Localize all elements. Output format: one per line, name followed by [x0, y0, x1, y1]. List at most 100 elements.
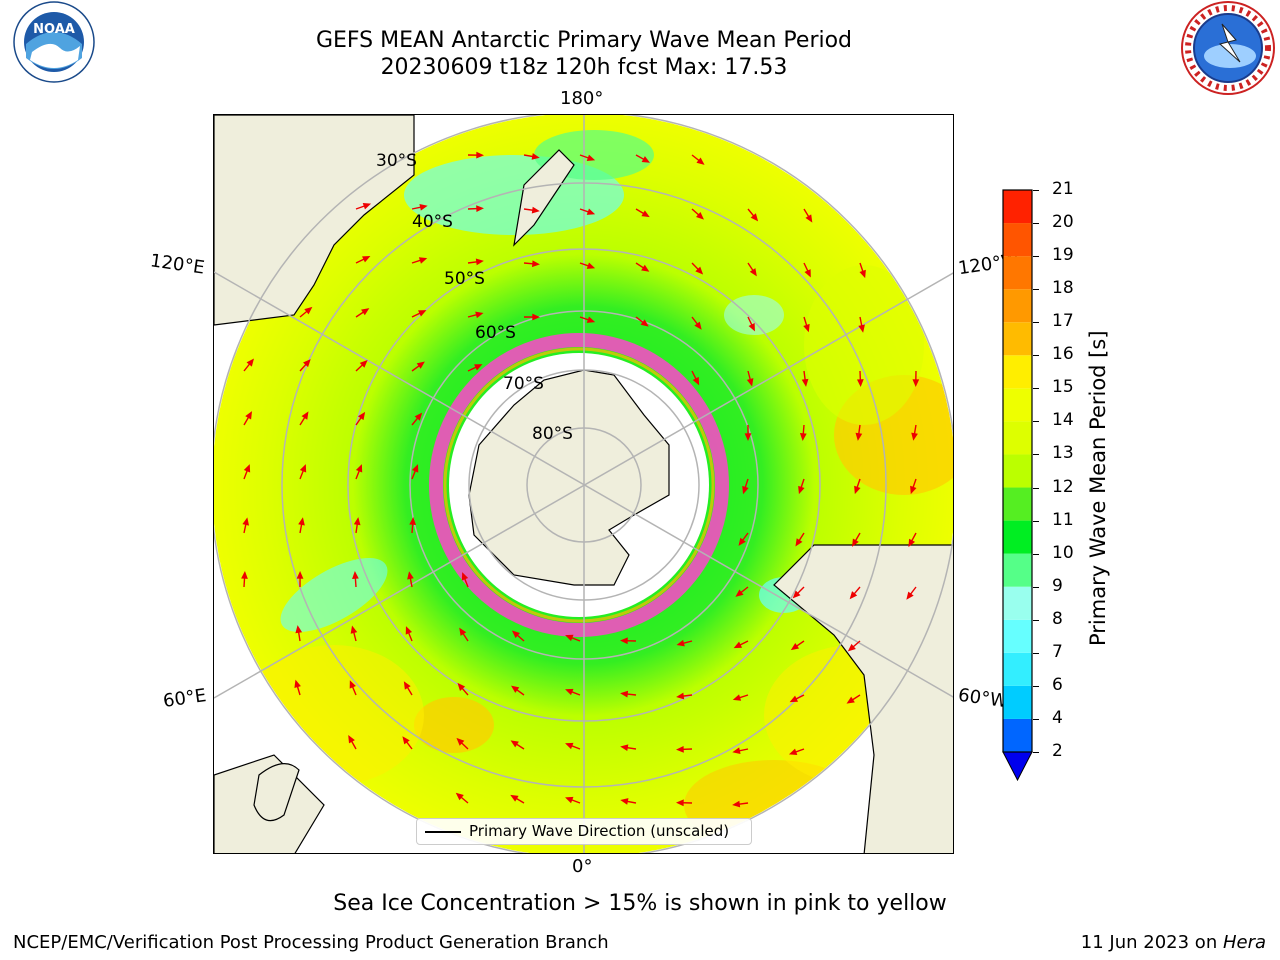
wave-arrow-head — [911, 432, 918, 441]
wave-arrow-head — [586, 316, 596, 323]
wave-arrow-head — [531, 153, 540, 160]
colorbar-level-8-9 — [1003, 586, 1032, 620]
colorbar-tick-mark — [1033, 487, 1039, 489]
colorbar-tick-label: 18 — [1052, 278, 1074, 299]
wave-arrow-head — [411, 464, 419, 473]
wave-arrow-head — [849, 591, 858, 600]
wave-arrow-head — [299, 464, 307, 473]
wave-arrow-head — [476, 151, 484, 159]
wave-arrow-head — [353, 517, 361, 526]
wave-arrow-head — [359, 360, 368, 368]
wave-arrow-head — [409, 517, 417, 525]
lat-label-70s: 70°S — [503, 374, 544, 394]
colorbar-tick-label: 8 — [1052, 608, 1063, 629]
colorbar-tick-label: 19 — [1052, 245, 1074, 266]
wave-arrow-head — [858, 324, 865, 333]
colorbar-tick-label: 16 — [1052, 344, 1074, 365]
wave-arrow-head — [620, 690, 629, 698]
colorbar-level-10-11 — [1003, 520, 1032, 554]
lat-label-30s: 30°S — [376, 151, 417, 171]
wave-arrow-head — [418, 310, 427, 317]
wave-arrow-head — [459, 627, 467, 636]
wave-arrow-head — [403, 681, 411, 690]
wave-arrow-head — [676, 799, 684, 807]
colorbar-tick-label: 9 — [1052, 575, 1063, 596]
wave-arrow-head — [357, 411, 366, 421]
colorbar-tick-mark — [1033, 322, 1039, 324]
wave-arrow-head — [803, 323, 810, 333]
wave-arrow-head — [586, 154, 596, 161]
colorbar-level-6-7 — [1003, 652, 1032, 686]
wave-arrow-head — [620, 798, 629, 805]
wave-arrow-head — [695, 211, 704, 220]
wave-arrow-head — [246, 358, 254, 367]
wave-arrow-head — [416, 361, 425, 369]
wave-arrow-head — [620, 637, 628, 645]
colorbar-tick-label: 2 — [1052, 741, 1063, 761]
footer-date: 11 Jun 2023 on — [1080, 932, 1223, 953]
wave-arrow-head — [474, 364, 483, 371]
colorbar-tick-label: 13 — [1052, 443, 1074, 464]
wave-arrow-head — [732, 694, 742, 701]
colorbar-tick-mark — [1033, 685, 1039, 687]
wave-arrow-head — [402, 736, 410, 745]
wave-arrow-head — [855, 432, 863, 441]
wave-arrow-head — [738, 537, 746, 546]
wave-arrow-head — [732, 800, 741, 808]
lon-label-0: 0° — [572, 856, 593, 877]
colorbar-tick-mark — [1033, 454, 1039, 456]
colorbar-tick-mark — [1033, 388, 1039, 390]
wave-arrow-head — [732, 747, 741, 755]
wave-arrow-head — [243, 464, 251, 473]
footer-left: NCEP/EMC/Verification Post Processing Pr… — [13, 932, 609, 953]
nws-logo — [1178, 0, 1278, 104]
colorbar-tick-label: 21 — [1052, 179, 1074, 199]
wave-arrow-head — [676, 692, 685, 700]
wave-arrow-head — [301, 411, 309, 420]
wave-arrow-head — [859, 269, 866, 279]
colorbar-level-13-14 — [1003, 421, 1032, 455]
colorbar-level-4-6 — [1003, 685, 1032, 719]
wave-arrow-head — [694, 321, 702, 330]
wave-arrow-head — [790, 642, 800, 651]
colorbar-tick-label: 20 — [1052, 212, 1074, 233]
map-panel — [213, 114, 954, 854]
wave-arrow-head — [565, 796, 574, 804]
wave-arrow-head — [303, 359, 311, 368]
wave-arrow-head — [733, 641, 743, 649]
noaa-logo-text: NOAA — [33, 22, 75, 37]
lon-label-120e: 120°E — [148, 250, 206, 279]
legend-line-swatch — [425, 831, 461, 833]
wave-arrow-head — [641, 210, 650, 218]
footer-right: 11 Jun 2023 on Hera — [1081, 932, 1266, 953]
wave-arrow-head — [586, 208, 596, 215]
wave-arrow-head — [742, 485, 749, 495]
colorbar-level-18-19 — [1003, 256, 1032, 290]
wave-arrow-head — [912, 379, 920, 387]
wave-arrow-head — [362, 256, 371, 263]
colorbar-tick-mark — [1033, 520, 1039, 522]
wave-arrow-head — [511, 685, 520, 693]
wave-arrow-head — [407, 571, 414, 580]
wave-arrow-head — [352, 571, 359, 579]
wave-arrow-head — [799, 433, 807, 441]
sea-ice-caption: Sea Ice Concentration > 15% is shown in … — [333, 891, 947, 916]
wave-arrow-head — [476, 205, 484, 212]
colorbar-tick-mark — [1033, 619, 1039, 621]
colorbar-under-arrow — [1002, 751, 1033, 782]
colorbar-tick-label: 15 — [1052, 377, 1074, 398]
south-america-land — [773, 544, 953, 853]
wave-arrow-head — [350, 625, 358, 634]
lat-label-60s: 60°S — [475, 323, 516, 343]
wave-arrow-head — [620, 744, 629, 752]
wave-arrow-head — [565, 742, 574, 750]
colorbar-tick-mark — [1033, 553, 1039, 555]
colorbar-tick-label: 10 — [1052, 542, 1074, 563]
colorbar-tick-mark — [1033, 355, 1039, 357]
colorbar-tick-mark — [1033, 586, 1039, 588]
colorbar-level-2-4 — [1003, 718, 1032, 752]
wave-arrow-head — [748, 323, 755, 332]
wave-arrow-head — [856, 379, 864, 387]
wave-arrow-head — [349, 680, 356, 689]
wave-arrow-head — [565, 688, 574, 696]
